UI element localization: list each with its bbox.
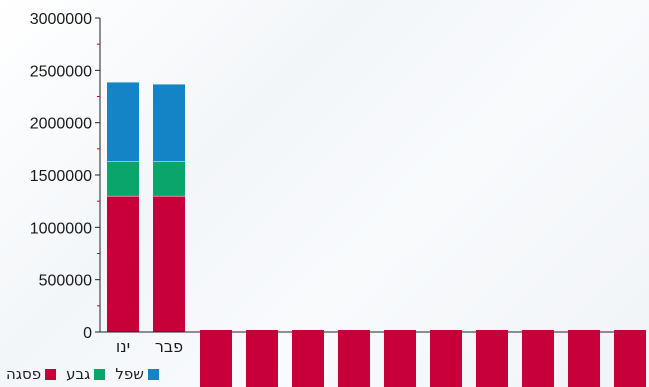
bar-segment <box>153 83 185 162</box>
bar-segment <box>153 195 185 332</box>
overlay-bar <box>476 330 508 387</box>
overlay-bar <box>430 330 462 387</box>
bar-segment <box>107 81 139 162</box>
y-tick-label: 1500000 <box>30 168 92 185</box>
y-tick-label: 1000000 <box>30 220 92 237</box>
legend-item-pisga: פסגה <box>6 365 57 383</box>
overlay-bar <box>338 330 370 387</box>
x-category-label: פבר <box>155 337 183 356</box>
legend-item-geva: גבע <box>66 365 106 383</box>
overlay-bar <box>614 330 646 387</box>
legend-swatch-pisga <box>45 368 57 380</box>
overlay-bar <box>384 330 416 387</box>
legend-swatch-geva <box>94 368 106 380</box>
bar-segment <box>107 195 139 332</box>
legend: שפל גבע פסגה <box>6 363 159 385</box>
legend-label-shefel: שפל <box>115 365 144 383</box>
y-tick-label: 0 <box>83 325 92 342</box>
x-category-label: ינו <box>116 337 130 356</box>
bar-segment <box>107 161 139 196</box>
legend-label-pisga: פסגה <box>6 365 42 383</box>
legend-label-geva: גבע <box>66 365 91 383</box>
y-tick-label: 500000 <box>39 273 92 290</box>
legend-item-shefel: שפל <box>115 365 159 383</box>
overlay-bar <box>200 330 232 387</box>
overlay-bar <box>292 330 324 387</box>
bar-segment <box>153 161 185 196</box>
overlay-bar <box>246 330 278 387</box>
y-tick-label: 2500000 <box>30 63 92 80</box>
legend-swatch-shefel <box>147 368 159 380</box>
overlay-bar <box>568 330 600 387</box>
y-tick-label: 3000000 <box>30 11 92 28</box>
overlay-bar <box>522 330 554 387</box>
y-tick-label: 2000000 <box>30 116 92 133</box>
